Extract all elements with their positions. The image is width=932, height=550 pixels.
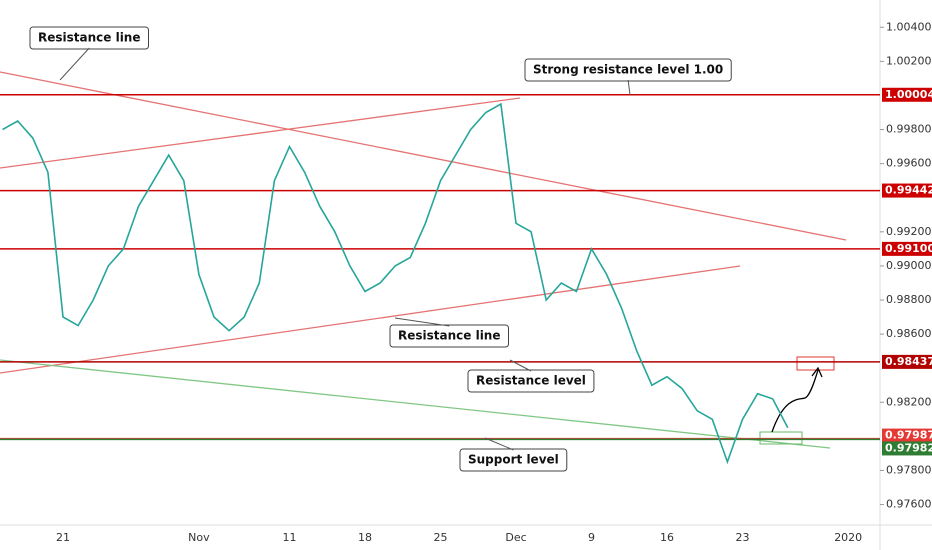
trend-line [0,71,847,241]
price-label: 0.99442 [885,184,932,197]
callout-pointer [394,317,450,327]
price-label-box [882,354,932,369]
y-tick-label: 0.98600 [886,327,932,340]
arrow-head [811,366,823,378]
callout-text: Resistance level [476,374,586,388]
x-tick-label: Dec [505,531,526,544]
trend-lines [0,71,847,449]
trend-line [0,359,831,449]
callout-box [467,369,595,393]
y-tick-label: 0.98800 [886,293,932,306]
price-label-box [882,428,932,443]
y-tick-label: 0.99600 [886,157,932,170]
trend-line [0,265,741,374]
x-tick-label: 25 [434,531,448,544]
price-label: 0.99100 [885,242,932,255]
price-label: 0.97987 [885,429,932,442]
callout-text: Resistance line [38,31,141,45]
price-label-box [882,183,932,198]
price-label-box [882,241,932,256]
x-tick-label: 23 [736,531,750,544]
callout-pointer [627,79,631,96]
y-tick-label: 0.98200 [886,395,932,408]
x-tick-label: 16 [660,531,674,544]
callout-text: Resistance line [398,329,501,343]
y-tick-label: 1.00400 [886,20,932,33]
x-tick-label: 2020 [834,531,862,544]
price-label: 0.97982 [885,441,932,454]
y-tick-label: 1.00200 [886,54,932,67]
callout-pointer [59,47,90,81]
trend-line [0,97,521,169]
callout-box [29,26,149,50]
target-box [796,356,835,371]
x-tick-label: 18 [358,531,372,544]
callout-text: Strong resistance level 1.00 [533,63,723,77]
callout-pointer [484,437,514,451]
callout-box [389,324,509,348]
callout-text: Support level [468,453,559,467]
x-tick-label: 9 [588,531,595,544]
y-tick-label: 0.97600 [886,498,932,511]
price-label-box [882,87,932,102]
callout-box [459,448,568,472]
forecast-arrow [771,369,819,433]
x-tick-label: 21 [56,531,70,544]
price-line [2,102,789,465]
x-tick-label: Nov [188,531,210,544]
x-tick-label: 11 [283,531,297,544]
price-label-box [882,441,932,456]
price-label: 0.98437 [885,355,932,368]
y-tick-label: 0.99000 [886,259,932,272]
y-tick-label: 0.99200 [886,225,932,238]
y-tick-label: 0.99800 [886,123,932,136]
y-tick-label: 0.97800 [886,463,932,476]
price-label: 1.00004 [885,88,932,101]
callout-pointer [509,359,532,372]
